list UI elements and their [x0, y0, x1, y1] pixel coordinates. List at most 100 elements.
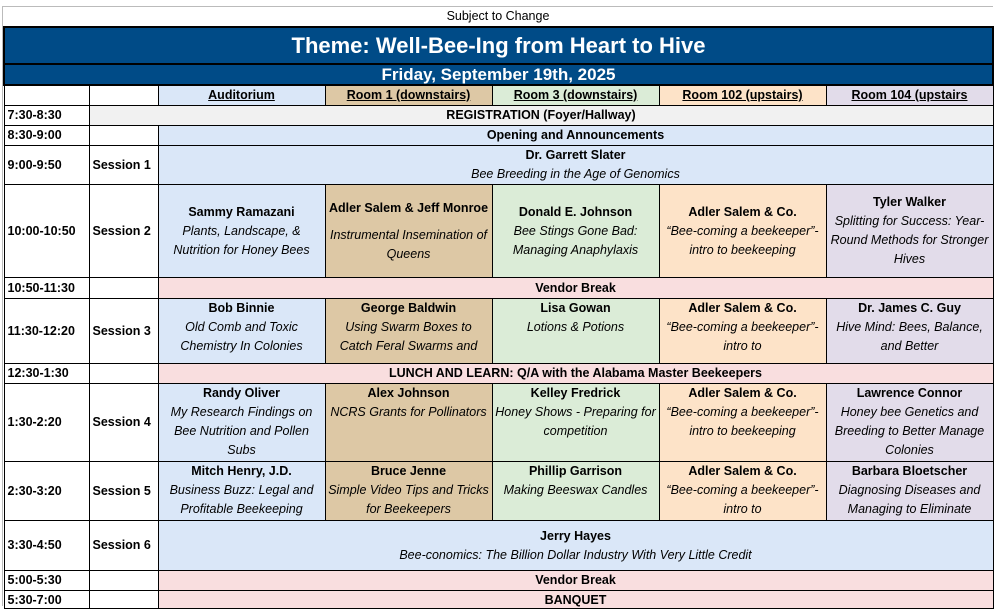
session-6-row: 3:30-4:50 Session 6 Jerry Hayes Bee-conom…	[3, 520, 994, 571]
time-cell: 3:30-4:50	[3, 520, 90, 571]
talk-title: Lotions & Potions	[526, 320, 625, 334]
speaker: Lawrence Connor	[856, 386, 963, 400]
time-cell: 10:00-10:50	[3, 184, 90, 278]
talk-cell: Adler Salem & Jeff Monroe Instrumental In…	[324, 184, 493, 278]
plenary-cell: Jerry Hayes Bee-conomics: The Billion Dol…	[157, 520, 994, 571]
speaker: Tyler Walker	[873, 195, 946, 209]
talk-title: Simple Video Tips and Tricks for Beekeep…	[328, 483, 489, 516]
session-label: Session 2	[88, 184, 159, 278]
speaker: Adler Salem & Co.	[688, 301, 797, 315]
talk-title: “Bee-coming a beekeeper”- intro to beeke…	[666, 223, 819, 257]
talk-cell: Sammy Ramazani Plants, Landscape, & Nutri…	[157, 184, 326, 278]
talk-title: Plants, Landscape, & Nutrition for Honey…	[173, 223, 310, 257]
talk-cell: Tyler Walker Splitting for Success: Year-…	[825, 184, 994, 278]
talk-title: Honey bee Genetics and Breeding to Bette…	[834, 405, 985, 457]
sheet-frame	[2, 6, 993, 606]
speaker: Adler Salem & Co.	[688, 464, 797, 478]
talk-cell: George Baldwin Using Swarm Boxes to Catch…	[324, 298, 493, 364]
speaker: Bob Binnie	[208, 301, 275, 315]
talk-title: “Bee-coming a beekeeper”- intro to	[666, 320, 819, 353]
talk-cell: Adler Salem & Co. “Bee-coming a beekeeper…	[658, 298, 827, 364]
talk-title: Hive Mind: Bees, Balance, and Better	[836, 320, 983, 353]
blank-cell	[88, 125, 159, 146]
time-cell: 9:00-9:50	[3, 145, 90, 185]
vendor-break-row: 5:00-5:30 Vendor Break	[3, 570, 994, 591]
speaker: Lisa Gowan	[540, 301, 611, 315]
room-102: Room 102 (upstairs)	[658, 84, 827, 106]
banquet-cell: BANQUET	[157, 590, 994, 609]
opening-row: 8:30-9:00 Opening and Announcements	[3, 125, 994, 146]
talk-title: Bee-conomics: The Billion Dollar Industr…	[399, 547, 752, 562]
talk-title: My Research Findings on Bee Nutrition an…	[170, 405, 313, 457]
speaker: Randy Oliver	[202, 386, 281, 400]
speaker: Dr. James C. Guy	[858, 301, 961, 315]
talk-cell: Adler Salem & Co. “Bee-coming a beekeeper…	[658, 184, 827, 278]
blank-cell	[88, 277, 159, 299]
registration-cell: REGISTRATION (Foyer/Hallway)	[88, 105, 994, 126]
blank-cell	[3, 84, 90, 106]
session-label: Session 5	[88, 461, 159, 521]
speaker: Barbara Bloetscher	[851, 464, 968, 478]
talk-cell: Barbara Bloetscher Diagnosing Diseases an…	[825, 461, 994, 521]
talk-title: Making Beeswax Candles	[503, 483, 648, 497]
speaker: Kelley Fredrick	[530, 386, 621, 400]
time-cell: 12:30-1:30	[3, 363, 90, 384]
talk-cell: Mitch Henry, J.D. Business Buzz: Legal an…	[157, 461, 326, 521]
talk-title: Business Buzz: Legal and Profitable Beek…	[169, 483, 314, 516]
room-104: Room 104 (upstairs	[825, 84, 994, 106]
session-label: Session 4	[88, 383, 159, 462]
time-cell: 7:30-8:30	[3, 105, 90, 126]
time-cell: 5:30-7:00	[3, 590, 90, 609]
talk-title: Using Swarm Boxes to Catch Feral Swarms …	[339, 320, 478, 353]
talk-title: Bee Stings Gone Bad: Managing Anaphylaxi…	[512, 223, 639, 257]
opening-cell: Opening and Announcements	[157, 125, 994, 146]
speaker: Alex Johnson	[367, 386, 450, 400]
talk-title: Diagnosing Diseases and Managing to Elim…	[838, 483, 981, 516]
plenary-cell: Dr. Garrett Slater Bee Breeding in the Ag…	[157, 145, 994, 185]
session-1-row: 9:00-9:50 Session 1 Dr. Garrett Slater Be…	[3, 145, 994, 185]
subject-note: Subject to Change	[446, 9, 550, 23]
talk-cell: Adler Salem & Co. “Bee-coming a beekeeper…	[658, 461, 827, 521]
talk-cell: Donald E. Johnson Bee Stings Gone Bad: Ma…	[491, 184, 660, 278]
talk-title: “Bee-coming a beekeeper”- intro to	[666, 483, 819, 516]
speaker: Dr. Garrett Slater	[525, 148, 626, 162]
blank-cell	[88, 84, 159, 106]
talk-cell: Phillip Garrison Making Beeswax Candles	[491, 461, 660, 521]
lunch-cell: LUNCH AND LEARN: Q/A with the Alabama Ma…	[157, 363, 994, 384]
talk-cell: Lawrence Connor Honey bee Genetics and Br…	[825, 383, 994, 462]
talk-title: “Bee-coming a beekeeper”- intro to beeke…	[666, 405, 819, 438]
speaker: Adler Salem & Jeff Monroe	[328, 200, 489, 215]
speaker: Phillip Garrison	[528, 464, 623, 478]
talk-cell: Kelley Fredrick Honey Shows - Preparing f…	[491, 383, 660, 462]
blank-cell	[88, 570, 159, 591]
schedule-table: Theme: Well-Bee-Ing from Heart to Hive F…	[3, 26, 994, 609]
talk-cell: Alex Johnson NCRS Grants for Pollinators	[324, 383, 493, 462]
registration-row: 7:30-8:30 REGISTRATION (Foyer/Hallway)	[3, 105, 994, 126]
speaker: Adler Salem & Co.	[688, 386, 797, 400]
time-cell: 11:30-12:20	[3, 298, 90, 364]
vendor-break-row: 10:50-11:30 Vendor Break	[3, 277, 994, 299]
blank-cell	[88, 363, 159, 384]
room-1: Room 1 (downstairs)	[324, 84, 493, 106]
speaker: Bruce Jenne	[370, 464, 447, 478]
time-cell: 8:30-9:00	[3, 125, 90, 146]
time-cell: 2:30-3:20	[3, 461, 90, 521]
talk-cell: Randy Oliver My Research Findings on Bee …	[157, 383, 326, 462]
speaker: Sammy Ramazani	[188, 204, 295, 219]
session-label: Session 6	[88, 520, 159, 571]
talk-title: Honey Shows - Preparing for competition	[495, 405, 656, 438]
session-4-row: 1:30-2:20 Session 4 Randy Oliver My Resea…	[3, 383, 994, 462]
talk-title: Instrumental Insemination of Queens	[329, 227, 488, 261]
date-title: Friday, September 19th, 2025	[3, 63, 994, 86]
room-3: Room 3 (downstairs)	[491, 84, 660, 106]
session-label: Session 3	[88, 298, 159, 364]
talk-cell: Bob Binnie Old Comb and Toxic Chemistry I…	[157, 298, 326, 364]
talk-title: Splitting for Success: Year-Round Method…	[830, 214, 989, 266]
talk-title: Bee Breeding in the Age of Genomics	[471, 167, 680, 181]
talk-cell: Adler Salem & Co. “Bee-coming a beekeeper…	[658, 383, 827, 462]
speaker: Donald E. Johnson	[518, 204, 633, 219]
speaker: Adler Salem & Co.	[688, 204, 797, 219]
vendor-break-cell: Vendor Break	[157, 277, 994, 299]
talk-cell: Lisa Gowan Lotions & Potions	[491, 298, 660, 364]
speaker: Jerry Hayes	[540, 528, 611, 543]
